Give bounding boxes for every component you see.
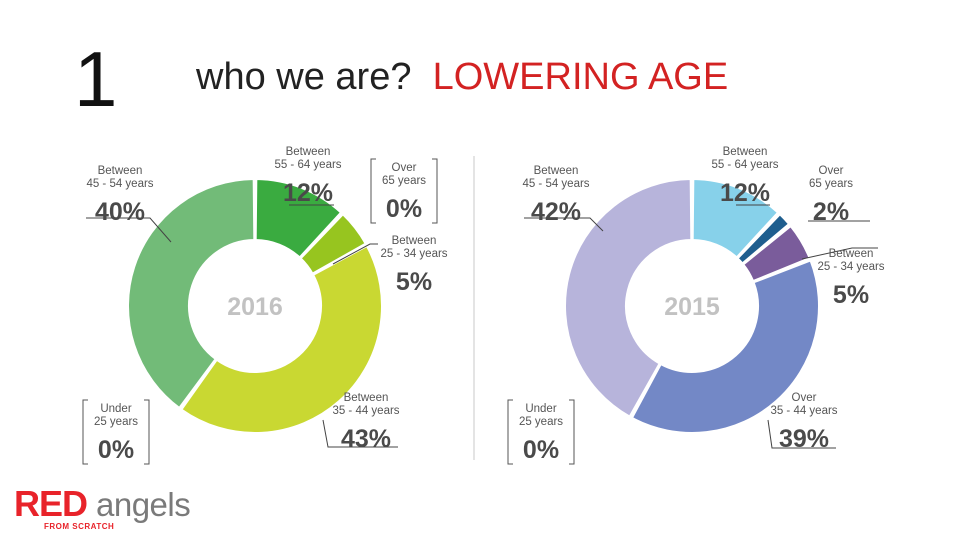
slice-label-line: 65 years	[382, 175, 426, 187]
callout-line	[332, 243, 378, 265]
title-main: who we are?	[196, 56, 412, 98]
slice-label-line: 35 - 44 years	[332, 405, 399, 417]
logo-tagline: FROM SCRATCH	[44, 522, 115, 531]
slice-label-line: Over	[819, 165, 844, 177]
donut-chart-2015: 2015	[564, 177, 820, 434]
bracket-left	[507, 399, 513, 465]
slice-label-line: 45 - 54 years	[522, 178, 589, 190]
redangels-logo: RED angels FROM SCRATCH	[14, 486, 214, 534]
callout-line	[86, 217, 172, 243]
slice-2015-over-65-years	[736, 212, 791, 265]
slice-value-label: 0%	[386, 195, 422, 223]
callout-line	[767, 419, 836, 449]
slice-value-label: 43%	[341, 425, 391, 453]
slice-label-line: 25 - 34 years	[380, 248, 447, 260]
slice-value-label: 0%	[98, 436, 134, 464]
slice-label-line: Between	[723, 146, 768, 158]
slice-2015-over-35-44-years	[630, 259, 820, 434]
bracket-right	[144, 399, 150, 465]
slice-label-line: Between	[286, 146, 331, 158]
slice-label-line: 55 - 64 years	[711, 159, 778, 171]
slice-value-label: 12%	[720, 179, 770, 207]
slide-number: 1	[74, 35, 118, 123]
slice-label-line: Over	[392, 162, 417, 174]
callout-line	[801, 247, 878, 260]
slice-label-line: Between	[392, 235, 437, 247]
slice-value-label: 0%	[523, 436, 559, 464]
slice-value-label: 2%	[813, 198, 849, 226]
slice-value-label: 42%	[531, 198, 581, 226]
slice-2016-between-55-64-years	[254, 177, 343, 259]
slice-label-line: Between	[829, 248, 874, 260]
slice-2016-between-35-44-years	[180, 244, 383, 434]
center-label-2015: 2015	[664, 293, 720, 321]
callout-line	[322, 419, 398, 448]
slice-2016-between-45-54-years	[127, 177, 256, 410]
slice-label-line: Over	[792, 392, 817, 404]
bracket-left	[82, 399, 88, 465]
slice-label-line: Under	[525, 403, 556, 415]
slice-2015-between-25-34-years	[741, 224, 811, 283]
slice-value-label: 40%	[95, 198, 145, 226]
title-accent: LOWERING AGE	[432, 56, 729, 98]
callout-lines	[86, 204, 878, 449]
slide-title: who we are? LOWERING AGE	[196, 58, 728, 96]
slice-label-line: 25 years	[519, 416, 563, 428]
slice-label-line: 65 years	[809, 178, 853, 190]
logo-angels-text: angels	[96, 486, 191, 523]
bracket-right	[569, 399, 575, 465]
slice-label-line: Between	[344, 392, 389, 404]
slice-2015-between-55-64-years	[691, 177, 780, 259]
bracket-right	[432, 158, 438, 224]
slice-label-line: Between	[534, 165, 579, 177]
slice-label-line: 25 years	[94, 416, 138, 428]
slice-value-label: 39%	[779, 425, 829, 453]
center-label-2016: 2016	[227, 293, 283, 321]
slice-label-line: 55 - 64 years	[274, 159, 341, 171]
slice-value-label: 12%	[283, 179, 333, 207]
slice-2016-between-25-34-years	[299, 212, 368, 275]
chart-divider	[473, 156, 475, 460]
slice-value-label: 5%	[833, 281, 869, 309]
slice-label-line: 45 - 54 years	[86, 178, 153, 190]
donut-chart-2016: 2016	[127, 177, 383, 434]
slice-2015-between-45-54-years	[564, 177, 693, 419]
slice-value-label: 5%	[396, 268, 432, 296]
logo-red-text: RED	[14, 483, 88, 524]
callout-line	[524, 217, 604, 232]
slice-label-line: Between	[98, 165, 143, 177]
slice-label-line: Under	[100, 403, 131, 415]
bracket-left	[370, 158, 376, 224]
slice-label-line: 35 - 44 years	[770, 405, 837, 417]
slice-label-line: 25 - 34 years	[817, 261, 884, 273]
